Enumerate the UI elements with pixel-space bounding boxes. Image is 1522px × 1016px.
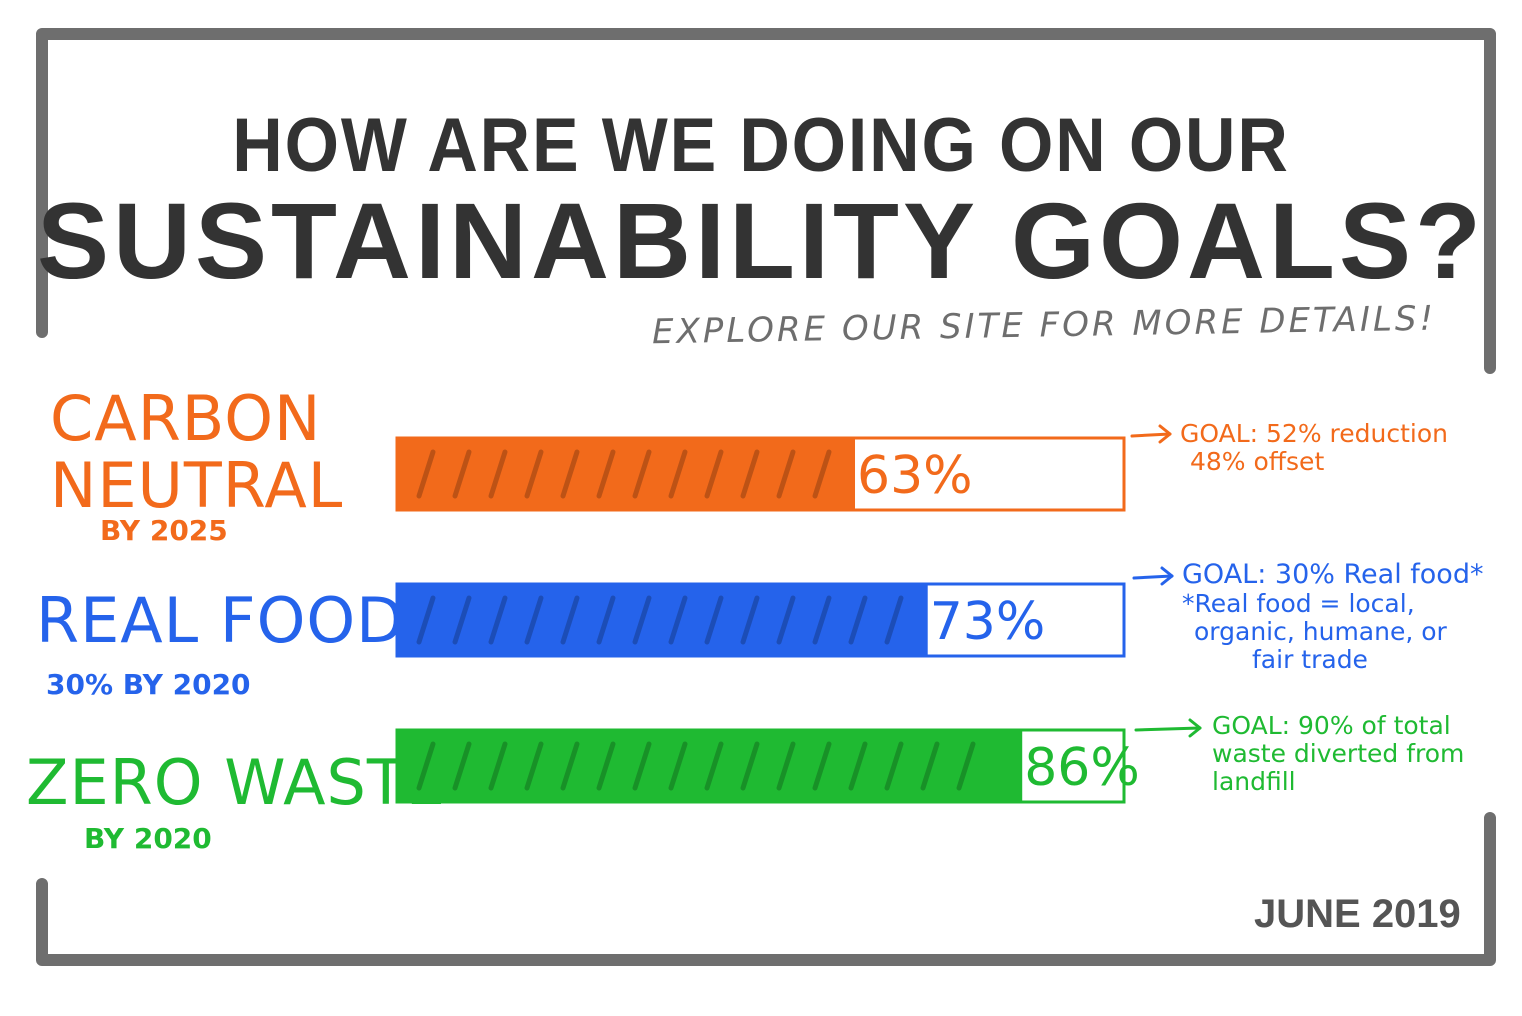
- waste-bar-hatch: [488, 741, 508, 791]
- report-date: JUNE 2019: [1254, 892, 1461, 936]
- food-bar-hatch: [704, 595, 724, 645]
- food-bar-hatch: [632, 595, 652, 645]
- waste-bar-fill: [397, 730, 1023, 802]
- carbon-arrow-head: [1158, 424, 1172, 444]
- food-bar-hatch: [668, 595, 688, 645]
- food-note-line-2: *Real food = local,: [1182, 589, 1415, 619]
- waste-arrow-line: [1134, 726, 1202, 732]
- frame-top-left-bracket: [36, 28, 1496, 374]
- food-arrow-head: [1160, 566, 1174, 586]
- food-label-line-1: REAL FOOD: [36, 584, 405, 657]
- carbon-bar-hatch: [488, 449, 508, 499]
- carbon-arrow-line: [1130, 432, 1172, 438]
- carbon-label-line-1: CARBON: [50, 382, 322, 455]
- waste-bar-hatch: [632, 741, 652, 791]
- carbon-bar-hatch: [596, 449, 616, 499]
- food-bar-hatch: [848, 595, 868, 645]
- food-bar-hatch: [776, 595, 796, 645]
- carbon-bar-hatch: [632, 449, 652, 499]
- carbon-bar-hatch: [416, 449, 436, 499]
- carbon-bar-hatch: [704, 449, 724, 499]
- waste-deadline: BY 2020: [84, 822, 212, 855]
- waste-bar-hatch: [668, 741, 688, 791]
- carbon-bar-hatch: [668, 449, 688, 499]
- waste-label: ZERO WASTE: [26, 746, 446, 819]
- waste-note-line-3: landfill: [1212, 767, 1296, 796]
- waste-percent-label: 86%: [1024, 738, 1140, 798]
- food-bar-hatch: [596, 595, 616, 645]
- waste-bar-hatch: [848, 741, 868, 791]
- food-bar-hatch: [740, 595, 760, 645]
- food-deadline: 30% BY 2020: [46, 668, 251, 701]
- carbon-label: CARBON NEUTRAL: [50, 382, 344, 522]
- food-bar-hatch: [812, 595, 832, 645]
- carbon-bar-hatch: [740, 449, 760, 499]
- waste-note-line-2: waste diverted from: [1212, 739, 1465, 768]
- carbon-bar-hatch: [776, 449, 796, 499]
- waste-bar-hatch: [884, 741, 904, 791]
- waste-arrow-head: [1188, 718, 1202, 738]
- waste-bar-hatch: [560, 741, 580, 791]
- food-arrow-line: [1132, 574, 1174, 580]
- food-bar-hatch: [524, 595, 544, 645]
- waste-goal-note: GOAL: 90% of total waste diverted from l…: [1212, 712, 1464, 796]
- food-goal-note: GOAL: 30% Real food* *Real food = local,…: [1182, 559, 1484, 675]
- carbon-bar-hatch: [812, 449, 832, 499]
- carbon-bar-hatch: [452, 449, 472, 499]
- carbon-bar-hatch: [560, 449, 580, 499]
- waste-bar-hatch: [524, 741, 544, 791]
- food-note-line-3: organic, humane, or: [1194, 617, 1447, 647]
- waste-bar-hatch: [416, 741, 436, 791]
- food-note-line-1: GOAL: 30% Real food*: [1182, 559, 1484, 590]
- food-bar-hatch: [884, 595, 904, 645]
- title-line-2: SUSTAINABILITY GOALS?: [36, 180, 1486, 301]
- waste-note-line-1: GOAL: 90% of total: [1212, 711, 1451, 740]
- waste-label-line-1: ZERO WASTE: [26, 746, 446, 819]
- waste-bar-hatch: [740, 741, 760, 791]
- carbon-percent-label: 63%: [857, 446, 973, 506]
- waste-bar-hatch: [956, 741, 976, 791]
- carbon-label-line-2: NEUTRAL: [50, 448, 344, 522]
- carbon-bar-hatch: [524, 449, 544, 499]
- food-label: REAL FOOD: [36, 584, 405, 657]
- carbon-note-line-2: 48% offset: [1190, 447, 1325, 476]
- frame-bottom-bracket: [36, 812, 1496, 966]
- carbon-bar-fill: [397, 438, 856, 510]
- waste-bar-hatch: [596, 741, 616, 791]
- carbon-deadline: BY 2025: [100, 514, 228, 547]
- waste-bar-hatch: [920, 741, 940, 791]
- food-bar-hatch: [560, 595, 580, 645]
- food-bar-fill: [397, 584, 928, 656]
- waste-bar-hatch: [776, 741, 796, 791]
- waste-bar-hatch: [704, 741, 724, 791]
- food-bar-hatch: [452, 595, 472, 645]
- waste-bar-hatch: [452, 741, 472, 791]
- food-bar-hatch: [488, 595, 508, 645]
- carbon-goal-note: GOAL: 52% reduction 48% offset: [1180, 420, 1448, 476]
- food-note-line-4: fair trade: [1252, 645, 1368, 675]
- food-bar-hatch: [416, 595, 436, 645]
- waste-bar-hatch: [812, 741, 832, 791]
- food-percent-label: 73%: [930, 592, 1046, 652]
- title-line-1: HOW ARE WE DOING ON OUR: [232, 103, 1290, 188]
- carbon-note-line-1: GOAL: 52% reduction: [1180, 419, 1448, 448]
